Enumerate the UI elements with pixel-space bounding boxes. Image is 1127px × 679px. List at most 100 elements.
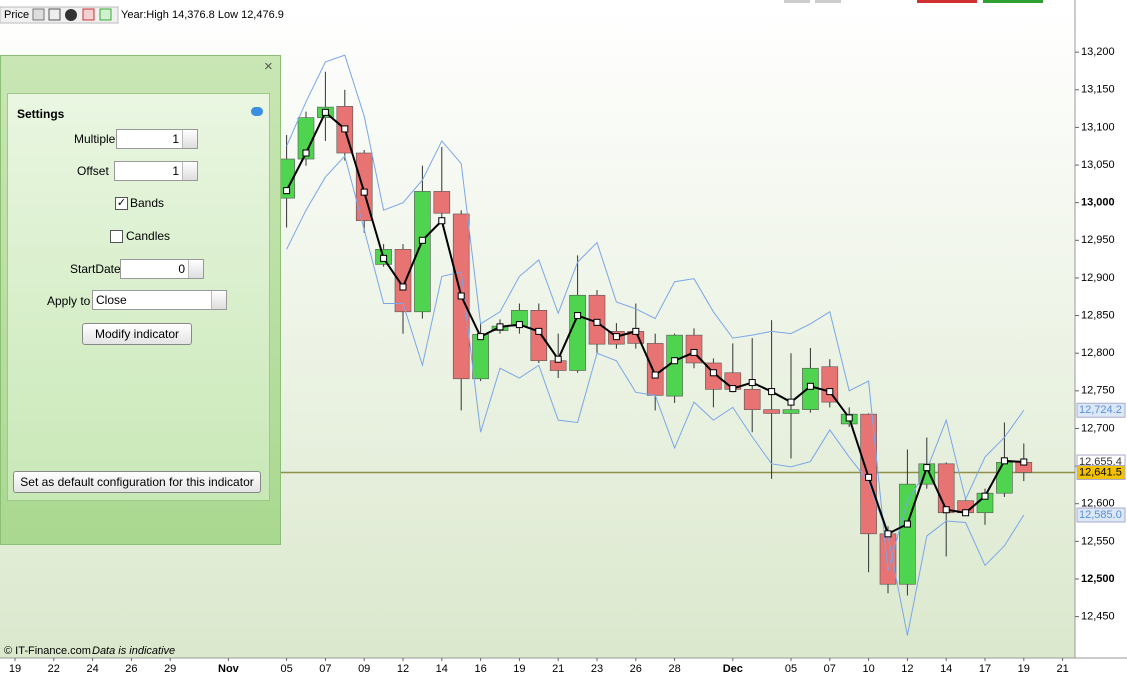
tab[interactable] — [815, 0, 841, 3]
icon[interactable] — [99, 8, 112, 21]
candle-body — [821, 366, 839, 403]
indicator-point — [787, 398, 795, 406]
icon[interactable] — [82, 8, 95, 21]
x-tick-label: 05 — [280, 663, 292, 675]
indicator-point — [709, 369, 717, 377]
x-tick-label: 12 — [397, 663, 409, 675]
price-tag-label: 12,655.4 — [1079, 456, 1122, 468]
indicator-point — [671, 357, 679, 365]
spin-input[interactable]: 1 — [114, 161, 198, 181]
price-tag-label: 12,724.2 — [1079, 404, 1122, 416]
indicator-point — [768, 388, 776, 396]
spin-input[interactable]: 1 — [116, 129, 198, 149]
indicator-point — [341, 125, 349, 133]
x-tick-label: 23 — [591, 663, 603, 675]
checkbox[interactable] — [110, 230, 123, 243]
tab[interactable] — [917, 0, 977, 3]
indicator-point — [535, 327, 543, 335]
settings-panel: × Settings Multiple 1 Offset 1 ✓ Bands C… — [0, 55, 281, 545]
indicator-point — [438, 217, 446, 225]
settings-title: Settings — [17, 107, 65, 121]
candle-body — [646, 343, 664, 396]
y-tick-label: 13,100 — [1081, 121, 1115, 133]
indicator-point — [903, 520, 911, 528]
y-tick-label: 12,500 — [1081, 573, 1115, 585]
indicator-point — [302, 149, 310, 157]
x-tick-label: 07 — [824, 663, 836, 675]
x-tick-label: 17 — [979, 663, 991, 675]
note: Data is indicative — [92, 645, 175, 657]
x-tick-label: 16 — [474, 663, 486, 675]
y-tick-label: 13,050 — [1081, 159, 1115, 171]
icon[interactable] — [32, 8, 45, 21]
candle-body — [743, 389, 761, 410]
default-button[interactable]: Set as default configuration for this in… — [13, 471, 261, 493]
indicator-point — [826, 388, 834, 396]
x-tick-label: 14 — [436, 663, 448, 675]
candle-body — [433, 191, 451, 214]
field-label: StartDate — [70, 262, 121, 276]
x-tick-label: 09 — [358, 663, 370, 675]
indicator-point — [477, 333, 485, 341]
y-tick-label: 12,950 — [1081, 234, 1115, 246]
indicator-point — [574, 312, 582, 320]
modify-button[interactable]: Modify indicator — [82, 323, 192, 345]
dropdown[interactable]: Close — [92, 290, 227, 310]
candle-body — [530, 309, 548, 362]
field-label: Multiple — [74, 132, 116, 146]
indicator-point — [360, 188, 368, 196]
indicator-point — [806, 382, 814, 390]
y-tick-label: 12,900 — [1081, 272, 1115, 284]
checkbox[interactable]: ✓ — [115, 197, 128, 210]
icon[interactable] — [65, 9, 77, 21]
spin-input[interactable]: 0 — [120, 259, 204, 279]
y-tick-label: 12,750 — [1081, 385, 1115, 397]
indicator-point — [283, 187, 291, 195]
indicator-point — [884, 530, 892, 538]
price-tag — [1076, 507, 1126, 523]
x-tick-label: 26 — [125, 663, 137, 675]
toolbar-title: Price — [4, 9, 29, 21]
copyright: © IT-Finance.com — [4, 645, 91, 657]
x-tick-label: 14 — [940, 663, 952, 675]
indicator-point — [651, 371, 659, 379]
help-icon[interactable] — [251, 107, 263, 116]
indicator-point — [457, 292, 465, 300]
indicator-point — [962, 509, 970, 517]
candle-body — [763, 409, 780, 414]
x-tick-label: 28 — [668, 663, 680, 675]
toolbar-info: Year:High 14,376.8 Low 12,476.9 — [121, 9, 284, 21]
candle-body — [472, 334, 489, 380]
indicator-line — [286, 155, 1025, 636]
x-tick-label: 24 — [86, 663, 98, 675]
indicator-point — [399, 283, 407, 291]
tab[interactable] — [784, 0, 810, 3]
candle-body — [879, 533, 897, 585]
candle-body — [394, 249, 412, 313]
indicator-point — [981, 492, 989, 500]
candle-body — [569, 294, 586, 371]
y-tick-label: 12,800 — [1081, 347, 1115, 359]
indicator-point — [1020, 458, 1028, 466]
tab[interactable] — [983, 0, 1043, 3]
indicator-point — [554, 355, 562, 363]
close-button[interactable]: × — [264, 58, 273, 75]
y-tick-label: 12,550 — [1081, 535, 1115, 547]
x-tick-label: 07 — [319, 663, 331, 675]
field-label: Offset — [77, 164, 109, 178]
price-tag — [1076, 402, 1126, 418]
indicator-point — [321, 108, 329, 116]
x-tick-label: 10 — [862, 663, 874, 675]
candle-body — [899, 483, 916, 585]
icon[interactable] — [48, 8, 61, 21]
x-tick-label: 19 — [9, 663, 21, 675]
indicator-point — [593, 318, 601, 326]
indicator-point — [942, 506, 950, 514]
indicator-line — [286, 54, 1025, 571]
x-tick-label: 21 — [1056, 663, 1068, 675]
price-tag-label: 12,641.5 — [1079, 466, 1122, 478]
indicator-point — [632, 327, 640, 335]
indicator-point — [496, 323, 504, 331]
y-tick-label: 12,450 — [1081, 611, 1115, 623]
checkbox-label: Bands — [130, 196, 165, 210]
